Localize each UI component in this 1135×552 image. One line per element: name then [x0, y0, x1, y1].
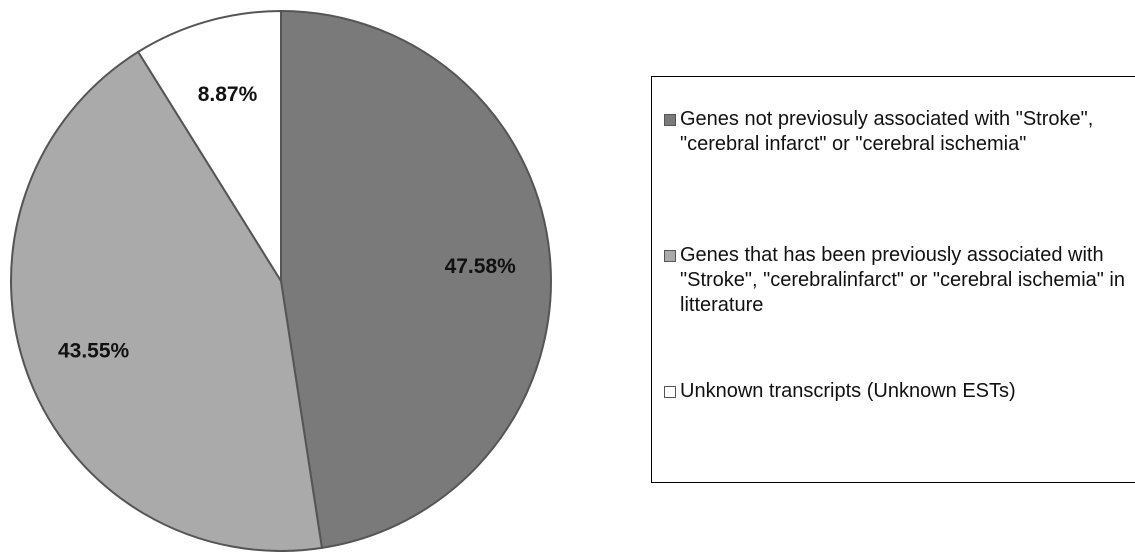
legend-label-genes-previously-associated: Genes that has been previously associate…: [680, 244, 1125, 316]
pie-labels: 47.58% 43.55% 8.87%: [58, 83, 516, 362]
slice-label-unknown-transcripts: 8.87%: [198, 83, 258, 106]
pie-slice-genes-previously-associated: [10, 50, 324, 552]
legend-label-unknown-transcripts: Unknown transcripts (Unknown ESTs): [680, 380, 1016, 402]
legend-item-genes-not-associated: Genes not previosuly associated with "St…: [664, 107, 1135, 157]
slice-label-genes-previously-associated: 43.55%: [58, 339, 130, 362]
legend-item-unknown-transcripts: Unknown transcripts (Unknown ESTs): [664, 379, 1135, 404]
legend-label-genes-not-associated: Genes not previosuly associated with "St…: [680, 108, 1094, 155]
legend-item-genes-previously-associated: Genes that has been previously associate…: [664, 243, 1135, 318]
pie-slice-genes-not-associated: [280, 9, 552, 550]
chart-legend: Genes not previosuly associated with "St…: [651, 76, 1135, 483]
slice-label-genes-not-associated: 47.58%: [445, 255, 517, 278]
legend-swatch-unknown-transcripts: [664, 386, 676, 398]
legend-swatch-genes-previously-associated: [664, 250, 676, 262]
legend-swatch-genes-not-associated: [664, 114, 676, 126]
pie-slice-unknown-transcripts: [136, 9, 282, 285]
pie-slices: [10, 9, 552, 552]
